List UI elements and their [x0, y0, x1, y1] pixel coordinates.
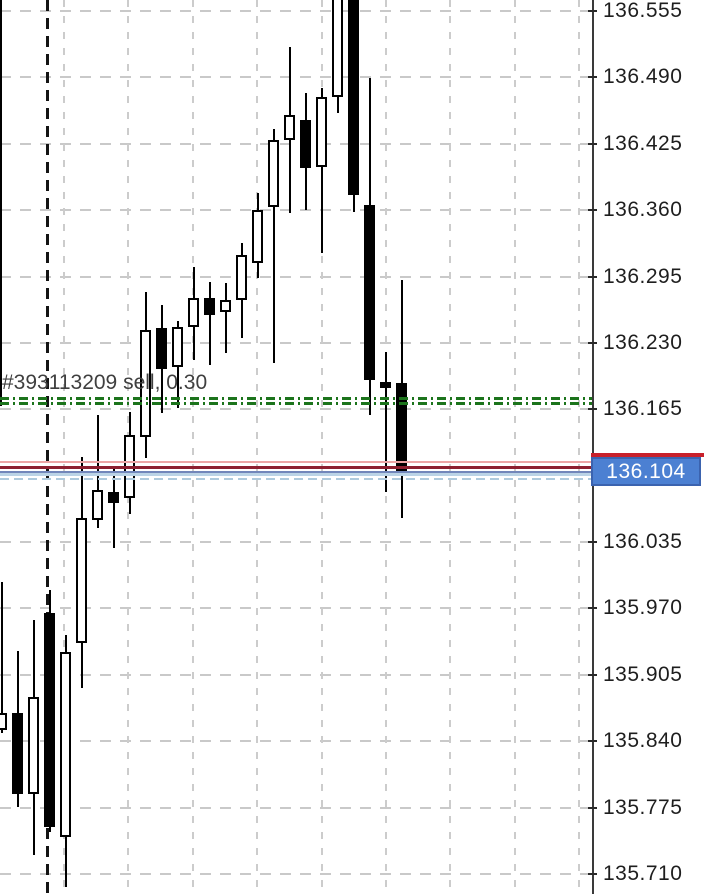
axis-tick-label: 136.425: [603, 131, 683, 155]
candlestick-chart[interactable]: [0, 0, 594, 894]
order-sell-line: [0, 402, 592, 406]
gridline-horizontal: [0, 806, 592, 809]
candle-body-bull: [76, 517, 87, 644]
candle-wick: [225, 282, 227, 354]
candle-wick: [113, 466, 115, 549]
candle-body-bear: [300, 120, 311, 169]
gridline-vertical: [321, 0, 323, 894]
candle-wick: [385, 352, 387, 492]
axis-tick-label: 136.555: [603, 0, 683, 22]
candle-body-bull: [252, 210, 263, 264]
candle-wick: [0, 0, 2, 407]
candle-body-bull: [236, 255, 247, 300]
candle-body-bull: [0, 712, 7, 730]
gridline-horizontal: [0, 607, 592, 610]
candle-body-bull: [60, 652, 71, 838]
candle-body-bear: [108, 492, 119, 504]
axis-tick-label: 135.970: [603, 596, 683, 620]
candle-body-bull: [220, 300, 231, 313]
gridline-horizontal: [0, 10, 592, 12]
candle-body-bull: [188, 297, 199, 327]
axis-tick-label: 135.710: [603, 861, 683, 885]
price-badge-top-bar: [591, 453, 704, 457]
gridline-vertical: [192, 0, 194, 894]
dashed-grid-blue-line: [0, 478, 592, 480]
candle-body-bear: [348, 0, 359, 195]
order-label: #393113209 sell, 0.30: [2, 371, 208, 394]
gridline-horizontal: [0, 275, 592, 278]
axis-tick-label: 136.165: [603, 397, 683, 421]
candle-body-bull: [28, 697, 39, 795]
candle-wick: [321, 87, 323, 254]
candle-body-bull: [92, 489, 103, 520]
candle-wick: [1, 581, 3, 733]
current-price-badge: 136.104: [591, 457, 701, 486]
gridline-horizontal: [0, 209, 592, 212]
axis-tick-label: 136.490: [603, 65, 683, 89]
candle-body-bull: [316, 96, 327, 168]
gridline-horizontal: [0, 673, 592, 676]
gridline-horizontal: [0, 541, 592, 544]
gridline-horizontal: [0, 142, 592, 145]
candle-wick: [273, 129, 275, 364]
candle-body-bear: [44, 612, 55, 827]
pale-blue-line: [0, 473, 592, 476]
gridline-vertical: [63, 0, 65, 894]
candle-body-bull: [332, 0, 343, 97]
candle-body-bull: [140, 329, 151, 437]
axis-tick-label: 136.230: [603, 330, 683, 354]
axis-tick-label: 136.035: [603, 530, 683, 554]
candle-body-bull: [172, 326, 183, 368]
ask-price-line: [0, 461, 592, 463]
gridline-vertical: [449, 0, 451, 894]
gridline-vertical: [256, 0, 258, 894]
order-sell-line: [0, 397, 592, 401]
candle-body-bull: [284, 115, 295, 140]
candle-body-bear: [156, 327, 167, 370]
candle-body-bear: [204, 297, 215, 316]
candle-body-bear: [364, 205, 375, 380]
candle-body-bull: [268, 139, 279, 208]
gridline-vertical: [514, 0, 516, 894]
axis-tick-label: 135.840: [603, 729, 683, 753]
gridline-horizontal: [0, 408, 592, 411]
bid-price-line-red: [0, 466, 592, 469]
gridline-horizontal: [0, 76, 592, 79]
gridline-horizontal: [0, 341, 592, 344]
axis-tick-label: 135.775: [603, 795, 683, 819]
axis-tick-label: 136.295: [603, 264, 683, 288]
axis-tick-label: 135.905: [603, 662, 683, 686]
current-price-value: 136.104: [606, 459, 686, 483]
bid-price-line-blue: [0, 471, 592, 473]
period-separator-line: [46, 0, 49, 894]
candle-body-bear: [12, 712, 23, 795]
gridline-horizontal: [0, 740, 592, 743]
gridline-horizontal: [0, 872, 592, 875]
gridline-vertical: [578, 0, 580, 894]
candle-body-bear: [396, 382, 407, 475]
candle-body-bear: [380, 381, 391, 388]
candle-wick: [209, 281, 211, 366]
axis-tick-label: 136.360: [603, 198, 683, 222]
